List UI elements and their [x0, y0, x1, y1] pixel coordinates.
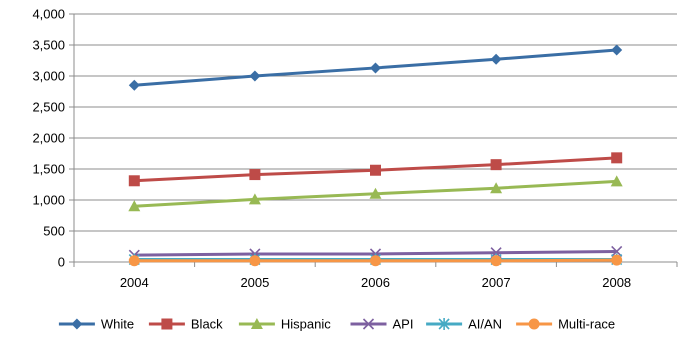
data-point — [128, 255, 140, 267]
data-point — [249, 255, 261, 267]
legend-marker — [362, 318, 375, 330]
series-multi-race — [128, 254, 623, 267]
data-point — [490, 159, 502, 171]
y-tick-label: 1,000 — [32, 193, 65, 208]
legend-label: Black — [191, 317, 223, 332]
legend-label: AI/AN — [468, 317, 502, 332]
legend-marker — [250, 318, 263, 329]
x-tick-label: 2006 — [361, 275, 390, 290]
y-tick-label: 0 — [58, 255, 65, 270]
data-point — [370, 164, 381, 176]
legend-label: Hispanic — [281, 317, 331, 332]
data-point — [490, 182, 503, 194]
data-point — [128, 200, 141, 212]
y-tick-label: 1,500 — [32, 162, 65, 177]
legend-label: White — [101, 317, 134, 332]
data-point — [611, 44, 623, 56]
x-tick-label: 2005 — [240, 275, 269, 290]
legend-marker — [71, 318, 83, 330]
y-tick-label: 2,500 — [32, 100, 65, 115]
legend-label: Multi-race — [558, 317, 615, 332]
y-tick-label: 500 — [43, 224, 65, 239]
legend-marker — [438, 318, 450, 330]
series-hispanic — [128, 175, 623, 212]
data-point — [248, 193, 261, 205]
y-tick-label: 2,000 — [32, 131, 65, 146]
series-group — [128, 44, 623, 267]
data-point — [249, 70, 261, 82]
x-axis-ticks: 2004 2005 2006 2007 2008 — [73, 262, 678, 290]
legend-item: AI/AN — [426, 317, 502, 332]
data-point — [611, 245, 623, 258]
legend-item: Multi-race — [516, 317, 615, 332]
data-point — [611, 254, 623, 266]
data-point — [249, 169, 261, 181]
y-tick-label: 3,000 — [32, 69, 65, 84]
legend-item: Hispanic — [238, 317, 331, 332]
data-point — [128, 175, 140, 187]
data-point — [490, 255, 502, 267]
data-point — [610, 175, 623, 187]
y-tick-label: 3,500 — [32, 38, 65, 53]
legend-item: Black — [148, 317, 223, 332]
data-point — [370, 62, 381, 74]
data-point — [128, 79, 140, 91]
data-point — [370, 255, 381, 267]
x-tick-label: 2004 — [120, 275, 149, 290]
legend-item: API — [350, 317, 414, 332]
x-tick-label: 2008 — [602, 275, 631, 290]
data-point — [369, 187, 382, 199]
legend: White Black Hispanic API AI/AN Multi-race — [58, 317, 615, 332]
data-point — [490, 53, 502, 65]
y-tick-label: 4,000 — [32, 7, 65, 22]
series-white — [128, 44, 623, 91]
series-black — [128, 152, 623, 187]
legend-item: White — [58, 317, 134, 332]
legend-label: API — [393, 317, 414, 332]
y-axis-ticks: 0 500 1,000 1,500 2,000 2,500 3,000 3,500 4,000 — [32, 7, 74, 270]
legend-marker — [161, 318, 173, 330]
x-tick-label: 2007 — [482, 275, 511, 290]
data-point — [611, 152, 623, 164]
legend-marker — [528, 318, 540, 330]
